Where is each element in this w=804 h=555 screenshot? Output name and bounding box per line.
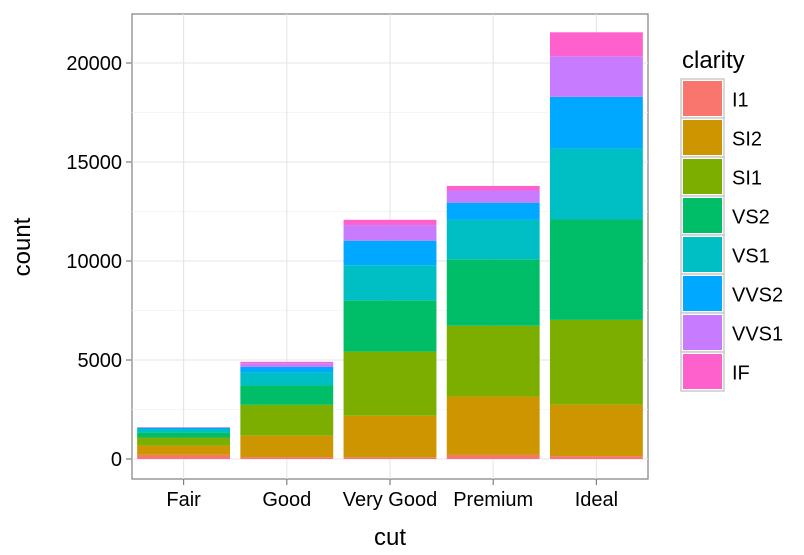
bar-segment-fair-vs1: [137, 429, 230, 432]
bar-segment-very-good-vvs1: [344, 225, 437, 241]
bar-segment-premium-vvs2: [447, 203, 540, 220]
bar-segment-premium-if: [447, 186, 540, 191]
legend-swatch-vvs2: [683, 276, 722, 311]
bar-segment-very-good-i1: [344, 457, 437, 459]
bar-segment-very-good-vvs2: [344, 241, 437, 265]
bar-segment-very-good-if: [344, 220, 437, 225]
bar-segment-good-si1: [240, 405, 333, 436]
legend-swatch-vs1: [683, 237, 722, 272]
bar-segment-fair-si2: [137, 446, 230, 455]
x-tick-label: Fair: [166, 489, 201, 511]
bar-segment-good-vvs1: [240, 363, 333, 367]
bar-segment-good-if: [240, 362, 333, 363]
bar-segment-very-good-vs2: [344, 300, 437, 351]
legend-swatch-vvs1: [683, 315, 722, 350]
legend-swatch-si1: [683, 159, 722, 194]
bar-segment-fair-si1: [137, 438, 230, 446]
bar-segment-good-si2: [240, 436, 333, 457]
bar-segment-very-good-si2: [344, 416, 437, 458]
bar-segment-premium-vvs1: [447, 190, 540, 202]
legend-label-i1: I1: [732, 90, 749, 112]
legend-label-vs1: VS1: [732, 246, 770, 268]
bar-segment-fair-vs2: [137, 432, 230, 437]
bar-segment-premium-vs1: [447, 220, 540, 259]
legend-label-vs2: VS2: [732, 207, 770, 229]
bar-segment-premium-i1: [447, 455, 540, 459]
y-tick-label: 10000: [66, 251, 122, 273]
y-tick-label: 5000: [78, 350, 123, 372]
legend-label-vvs1: VVS1: [732, 324, 783, 346]
bar-segment-ideal-if: [550, 32, 643, 56]
bar-segment-good-vvs2: [240, 367, 333, 373]
bar-segment-ideal-si1: [550, 320, 643, 405]
bar-segment-fair-i1: [137, 455, 230, 459]
legend-swatch-if: [683, 354, 722, 389]
legend-title: clarity: [682, 47, 745, 74]
legend-swatch-vs2: [683, 198, 722, 233]
bar-segment-very-good-si1: [344, 352, 437, 416]
y-tick-label: 20000: [66, 53, 122, 75]
legend-swatch-si2: [683, 120, 722, 155]
x-axis-title: cut: [374, 524, 406, 550]
bar-segment-ideal-si2: [550, 405, 643, 456]
legend-label-if: IF: [732, 363, 750, 385]
bar-segment-ideal-vs1: [550, 148, 643, 219]
bar-segment-good-vs1: [240, 373, 333, 386]
bar-segment-premium-vs2: [447, 259, 540, 325]
y-tick-label: 15000: [66, 152, 122, 174]
bar-segment-ideal-vvs1: [550, 56, 643, 97]
x-tick-label: Good: [262, 489, 311, 511]
x-tick-label: Premium: [453, 489, 533, 511]
bar-segment-ideal-vs2: [550, 219, 643, 319]
y-tick-label: 0: [111, 449, 122, 471]
legend: clarity I1 SI2 SI1 VS2 VS1 VVS2 VVS1 IF: [681, 47, 783, 391]
bar-segment-premium-si2: [447, 397, 540, 455]
legend-label-vvs2: VVS2: [732, 285, 783, 307]
y-axis-title: count: [9, 217, 36, 276]
bar-segment-premium-si1: [447, 326, 540, 397]
bar-segment-good-i1: [240, 457, 333, 459]
bar-segment-fair-vvs2: [137, 428, 230, 429]
bar-segment-ideal-i1: [550, 456, 643, 459]
legend-swatch-i1: [683, 81, 722, 116]
legend-label-si2: SI2: [732, 129, 762, 151]
bar-segment-good-vs2: [240, 385, 333, 404]
bar-segment-very-good-vs1: [344, 265, 437, 300]
legend-label-si1: SI1: [732, 168, 762, 190]
bar-segment-ideal-vvs2: [550, 97, 643, 149]
x-tick-label: Very Good: [343, 489, 438, 511]
x-tick-label: Ideal: [575, 489, 618, 511]
